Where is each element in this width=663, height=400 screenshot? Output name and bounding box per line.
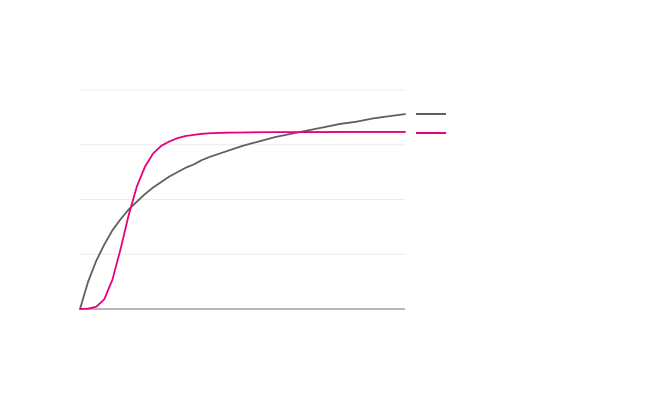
series-line-2 bbox=[79, 131, 406, 310]
gridlines bbox=[80, 89, 405, 255]
legend bbox=[416, 113, 446, 134]
series-lines bbox=[79, 113, 406, 310]
series-line-1 bbox=[79, 113, 406, 310]
